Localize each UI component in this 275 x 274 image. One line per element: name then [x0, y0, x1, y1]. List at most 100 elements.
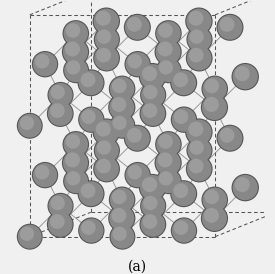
Circle shape — [93, 45, 120, 72]
Circle shape — [188, 11, 204, 26]
Circle shape — [109, 206, 134, 231]
Circle shape — [124, 125, 151, 152]
Circle shape — [17, 224, 43, 250]
Circle shape — [142, 66, 157, 81]
Circle shape — [109, 187, 135, 213]
Circle shape — [189, 140, 204, 155]
Circle shape — [79, 181, 103, 206]
Circle shape — [62, 38, 89, 65]
Circle shape — [171, 107, 197, 133]
Circle shape — [125, 51, 151, 77]
Circle shape — [139, 211, 166, 238]
Circle shape — [142, 177, 157, 192]
Circle shape — [140, 64, 165, 89]
Circle shape — [156, 39, 181, 64]
Circle shape — [65, 23, 80, 38]
Circle shape — [141, 194, 165, 218]
Circle shape — [65, 42, 80, 56]
Circle shape — [109, 76, 135, 102]
Circle shape — [18, 225, 42, 249]
Circle shape — [110, 77, 134, 101]
Circle shape — [202, 206, 227, 231]
Circle shape — [202, 188, 227, 212]
Circle shape — [232, 174, 259, 201]
Circle shape — [125, 52, 150, 76]
Circle shape — [128, 54, 142, 68]
Circle shape — [189, 29, 204, 44]
Circle shape — [205, 79, 219, 93]
Circle shape — [155, 20, 182, 47]
Circle shape — [111, 208, 126, 223]
Circle shape — [112, 227, 127, 241]
Circle shape — [170, 180, 197, 207]
Circle shape — [96, 159, 111, 173]
Circle shape — [65, 134, 80, 149]
Circle shape — [125, 15, 150, 40]
Circle shape — [50, 214, 65, 229]
Circle shape — [79, 218, 103, 243]
Circle shape — [64, 132, 88, 156]
Circle shape — [47, 211, 74, 238]
Circle shape — [204, 208, 219, 223]
Circle shape — [205, 190, 219, 204]
Circle shape — [142, 103, 157, 118]
Circle shape — [186, 156, 213, 182]
Circle shape — [48, 212, 73, 237]
Circle shape — [109, 224, 135, 250]
Circle shape — [94, 157, 119, 181]
Circle shape — [171, 217, 197, 244]
Circle shape — [141, 83, 165, 107]
Circle shape — [188, 138, 211, 162]
Circle shape — [66, 60, 80, 75]
Circle shape — [111, 114, 134, 138]
Circle shape — [232, 63, 259, 90]
Circle shape — [127, 17, 142, 32]
Circle shape — [81, 110, 96, 124]
Circle shape — [95, 27, 119, 52]
Circle shape — [157, 58, 181, 82]
Circle shape — [202, 76, 228, 102]
Circle shape — [79, 70, 103, 95]
Circle shape — [47, 100, 74, 127]
Circle shape — [218, 15, 243, 40]
Circle shape — [155, 131, 182, 158]
Circle shape — [139, 174, 166, 201]
Circle shape — [112, 79, 127, 93]
Circle shape — [35, 54, 49, 68]
Circle shape — [158, 42, 173, 56]
Circle shape — [201, 94, 228, 121]
Circle shape — [173, 72, 188, 87]
Circle shape — [204, 97, 219, 112]
Circle shape — [32, 162, 58, 188]
Circle shape — [96, 48, 111, 62]
Circle shape — [141, 212, 165, 237]
Circle shape — [187, 46, 211, 70]
Circle shape — [33, 52, 57, 76]
Circle shape — [97, 29, 111, 44]
Circle shape — [63, 57, 89, 83]
Circle shape — [235, 66, 250, 81]
Circle shape — [202, 95, 227, 120]
Circle shape — [156, 168, 182, 194]
Circle shape — [64, 58, 88, 82]
Circle shape — [48, 82, 74, 108]
Circle shape — [158, 23, 173, 38]
Circle shape — [141, 101, 165, 126]
Circle shape — [65, 152, 80, 167]
Circle shape — [235, 177, 250, 192]
Circle shape — [32, 51, 58, 77]
Circle shape — [17, 113, 43, 139]
Circle shape — [125, 162, 151, 188]
Circle shape — [63, 39, 88, 64]
Circle shape — [93, 118, 120, 146]
Circle shape — [112, 190, 127, 204]
Circle shape — [33, 163, 57, 187]
Circle shape — [233, 64, 258, 89]
Circle shape — [186, 45, 213, 72]
Circle shape — [171, 70, 196, 95]
Circle shape — [111, 97, 126, 112]
Circle shape — [62, 131, 89, 158]
Circle shape — [18, 114, 42, 138]
Circle shape — [187, 157, 211, 181]
Circle shape — [63, 150, 88, 175]
